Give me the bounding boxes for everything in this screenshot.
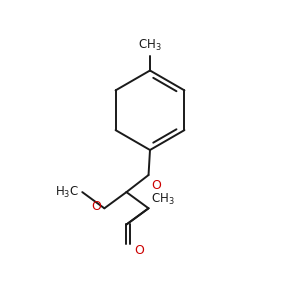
- Text: O: O: [92, 200, 101, 213]
- Text: H$_3$C: H$_3$C: [55, 184, 79, 200]
- Text: CH$_3$: CH$_3$: [138, 38, 162, 53]
- Text: O: O: [134, 244, 144, 256]
- Text: O: O: [152, 179, 161, 192]
- Text: CH$_3$: CH$_3$: [152, 192, 175, 207]
